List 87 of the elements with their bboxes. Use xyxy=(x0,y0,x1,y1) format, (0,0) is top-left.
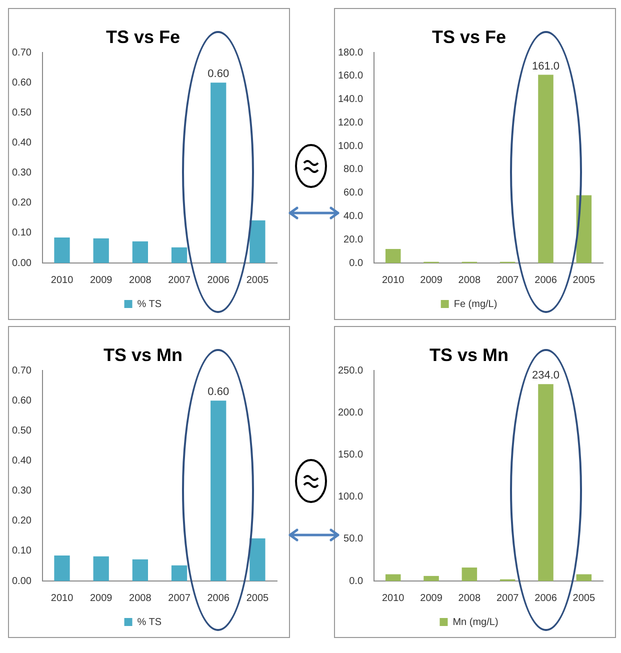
x-tick-label: 2010 xyxy=(50,592,74,604)
bar xyxy=(250,220,266,263)
bar xyxy=(54,237,70,263)
y-tick-label: 0.30 xyxy=(12,168,32,179)
bar xyxy=(538,384,554,581)
x-tick-label: 2006 xyxy=(207,274,230,286)
y-tick-label: 0.0 xyxy=(349,576,364,587)
y-tick-label: 0.0 xyxy=(349,258,364,269)
bar xyxy=(210,82,226,263)
y-tick-label: 60.0 xyxy=(344,188,364,199)
y-tick-label: 0.00 xyxy=(12,576,32,587)
y-tick-label: 0.40 xyxy=(12,456,32,467)
bar xyxy=(250,538,266,581)
bar xyxy=(385,574,401,581)
bar xyxy=(385,248,401,263)
y-tick-label: 160.0 xyxy=(338,70,364,82)
data-label: 161.0 xyxy=(532,60,560,72)
bar xyxy=(538,74,554,263)
y-tick-label: 0.60 xyxy=(12,77,32,88)
x-tick-label: 2008 xyxy=(458,274,481,286)
x-tick-label: 2009 xyxy=(90,592,113,604)
y-tick-label: 100.0 xyxy=(338,492,364,503)
y-tick-label: 180.0 xyxy=(338,47,364,58)
x-tick-label: 2005 xyxy=(572,274,596,286)
chart-title: TS vs Fe xyxy=(106,26,180,47)
y-tick-label: 120.0 xyxy=(338,117,364,128)
x-tick-label: 2009 xyxy=(420,274,443,286)
data-label: 234.0 xyxy=(532,370,560,382)
chart-title: TS vs Fe xyxy=(432,26,506,47)
y-tick-label: 20.0 xyxy=(344,234,364,246)
y-tick-label: 0.30 xyxy=(12,486,32,497)
x-tick-label: 2010 xyxy=(382,592,405,604)
bar xyxy=(424,576,439,581)
x-tick-label: 2007 xyxy=(496,274,520,286)
bar xyxy=(171,565,188,581)
bar xyxy=(93,238,109,263)
x-tick-label: 2005 xyxy=(572,592,596,604)
data-label: 0.60 xyxy=(208,386,230,398)
x-tick-label: 2006 xyxy=(534,592,558,604)
x-tick-label: 2010 xyxy=(50,274,74,286)
y-tick-label: 80.0 xyxy=(344,164,364,176)
x-tick-label: 2009 xyxy=(420,592,443,604)
legend-label: Fe (mg/L) xyxy=(454,298,498,310)
x-tick-label: 2005 xyxy=(246,592,270,604)
y-tick-label: 0.40 xyxy=(12,138,32,149)
bar xyxy=(132,559,148,581)
x-tick-label: 2007 xyxy=(496,592,520,604)
bar xyxy=(210,400,226,581)
legend-label: % TS xyxy=(137,298,162,310)
y-tick-label: 0.60 xyxy=(12,395,32,406)
y-tick-label: 0.70 xyxy=(12,47,32,58)
y-tick-label: 140.0 xyxy=(338,94,364,106)
y-tick-label: 0.20 xyxy=(12,198,32,209)
y-tick-label: 200.0 xyxy=(338,407,364,418)
x-tick-label: 2009 xyxy=(90,274,113,286)
y-tick-label: 150.0 xyxy=(338,450,364,461)
bar xyxy=(93,556,109,581)
x-tick-label: 2010 xyxy=(382,274,405,286)
x-tick-label: 2008 xyxy=(458,592,481,604)
y-tick-label: 0.00 xyxy=(12,258,32,269)
bar xyxy=(171,247,188,263)
x-tick-label: 2006 xyxy=(207,592,230,604)
y-tick-label: 0.50 xyxy=(12,107,32,118)
chart-title: TS vs Mn xyxy=(103,344,183,365)
y-tick-label: 0.50 xyxy=(12,425,32,436)
x-tick-label: 2006 xyxy=(534,274,558,286)
x-tick-label: 2007 xyxy=(168,592,191,604)
legend-label: % TS xyxy=(137,616,162,628)
y-tick-label: 0.10 xyxy=(12,228,32,239)
bar xyxy=(462,568,478,581)
legend-label: Mn (mg/L) xyxy=(452,616,498,628)
y-tick-label: 0.10 xyxy=(12,546,32,557)
bar xyxy=(54,555,70,581)
y-tick-label: 40.0 xyxy=(344,210,364,222)
bar xyxy=(132,241,148,263)
y-tick-label: 50.0 xyxy=(344,534,364,545)
data-label: 0.60 xyxy=(208,68,230,80)
x-tick-label: 2008 xyxy=(129,592,152,604)
x-tick-label: 2007 xyxy=(168,274,191,286)
bar xyxy=(576,574,592,581)
y-tick-label: 100.0 xyxy=(338,140,364,152)
x-tick-label: 2005 xyxy=(246,274,270,286)
y-tick-label: 0.70 xyxy=(12,365,32,376)
y-tick-label: 250.0 xyxy=(338,365,364,376)
chart-title: TS vs Mn xyxy=(429,344,509,365)
x-tick-label: 2008 xyxy=(129,274,152,286)
y-tick-label: 0.20 xyxy=(12,516,32,527)
